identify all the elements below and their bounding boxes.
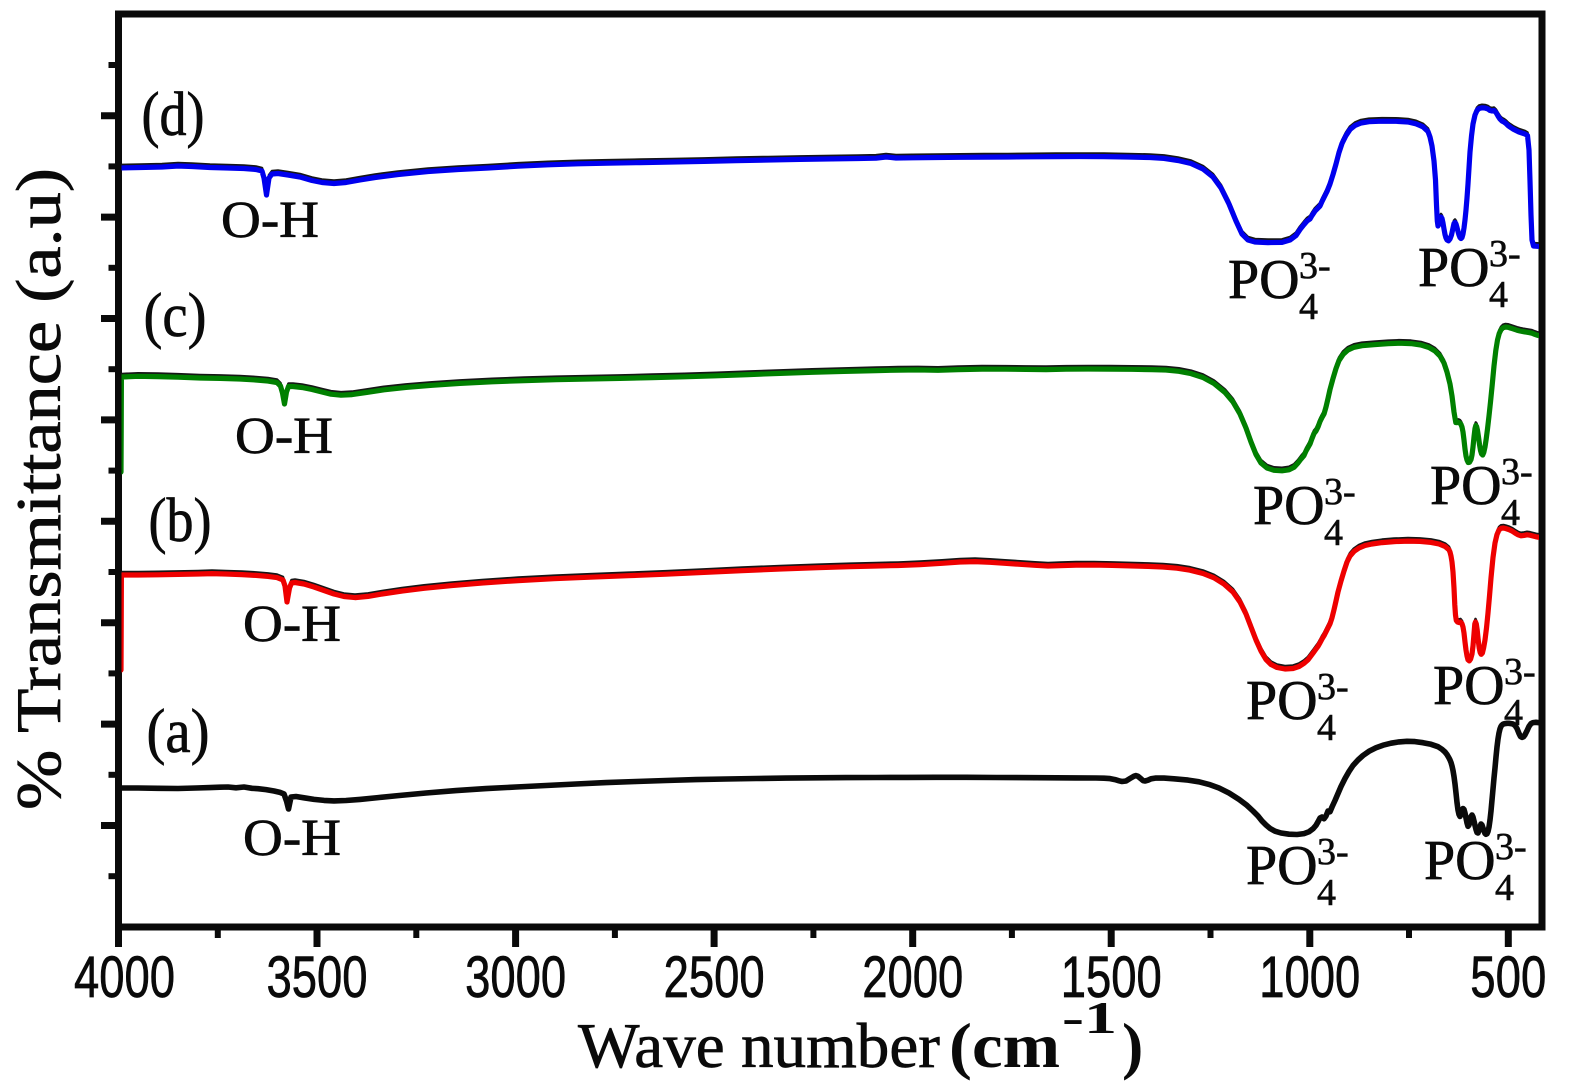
svg-text:% Transmittance (a.u): % Transmittance (a.u) <box>4 168 74 810</box>
svg-text:4: 4 <box>1299 286 1318 328</box>
svg-text:PO: PO <box>1246 835 1318 897</box>
svg-text:4: 4 <box>1501 492 1520 534</box>
svg-text:): ) <box>1122 1010 1143 1081</box>
svg-text:3-: 3- <box>1324 471 1356 513</box>
svg-text:3-: 3- <box>1299 245 1331 287</box>
svg-text:O-H: O-H <box>243 810 341 867</box>
svg-text:3-: 3- <box>1317 831 1349 873</box>
svg-text:PO: PO <box>1430 455 1502 517</box>
svg-text:500: 500 <box>1470 945 1546 1010</box>
svg-text:3500: 3500 <box>267 945 368 1010</box>
svg-text:1500: 1500 <box>1061 945 1162 1010</box>
svg-text:1000: 1000 <box>1259 945 1360 1010</box>
svg-text:PO: PO <box>1418 237 1490 299</box>
svg-text:(cm: (cm <box>949 1010 1060 1081</box>
svg-text:PO: PO <box>1424 830 1496 892</box>
svg-text:PO: PO <box>1253 475 1325 537</box>
svg-text:2000: 2000 <box>862 945 963 1010</box>
svg-text:3-: 3- <box>1489 233 1521 275</box>
svg-text:PO: PO <box>1228 249 1300 311</box>
svg-text:4: 4 <box>1324 512 1343 554</box>
svg-text:4: 4 <box>1489 274 1508 316</box>
svg-text:-1: -1 <box>1062 992 1117 1043</box>
svg-text:PO: PO <box>1433 655 1505 717</box>
svg-text:4: 4 <box>1495 867 1514 909</box>
svg-text:4000: 4000 <box>74 945 175 1010</box>
svg-text:(c): (c) <box>144 282 207 350</box>
svg-text:2500: 2500 <box>664 945 765 1010</box>
svg-text:4: 4 <box>1317 707 1336 749</box>
svg-text:(b): (b) <box>149 487 212 555</box>
svg-text:(a): (a) <box>147 698 210 766</box>
svg-text:(d): (d) <box>142 81 205 149</box>
svg-text:O-H: O-H <box>235 408 333 465</box>
svg-text:Wave number: Wave number <box>578 1010 940 1081</box>
svg-text:4: 4 <box>1317 872 1336 914</box>
svg-text:PO: PO <box>1246 670 1318 732</box>
svg-text:3-: 3- <box>1317 666 1349 708</box>
svg-text:3-: 3- <box>1501 451 1533 493</box>
svg-text:O-H: O-H <box>243 596 341 653</box>
svg-text:4: 4 <box>1504 692 1523 734</box>
svg-text:O-H: O-H <box>221 192 319 249</box>
svg-text:3-: 3- <box>1495 826 1527 868</box>
svg-text:3-: 3- <box>1504 651 1536 693</box>
svg-text:3000: 3000 <box>465 945 566 1010</box>
